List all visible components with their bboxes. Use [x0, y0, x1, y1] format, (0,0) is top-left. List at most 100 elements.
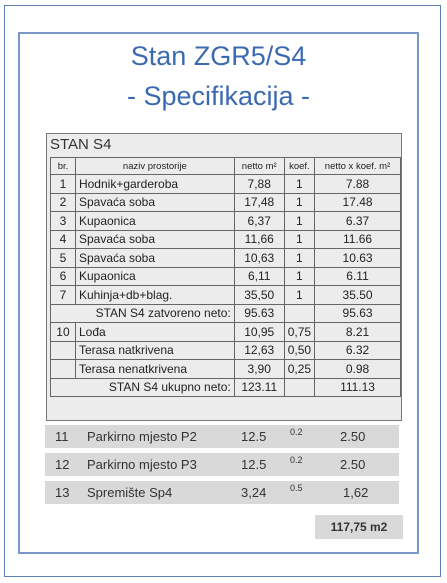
cell-koef: 1: [283, 285, 316, 305]
extra-netto: 12.5: [241, 429, 267, 444]
closed-total-result: 95.63: [314, 303, 401, 323]
closed-total-netto: 95.63: [233, 303, 285, 323]
cell-koef: 0,50: [283, 340, 316, 360]
grand-total-netto: 123.11: [233, 377, 285, 397]
cell-br: 4: [50, 229, 76, 249]
col-header-name: naziv prostorije: [74, 157, 235, 175]
cell-result: 10.63: [314, 248, 401, 268]
extra-br: 13: [55, 485, 70, 500]
cell-name: Kupaonica: [74, 211, 235, 231]
cell-result: 11.66: [314, 229, 401, 249]
page-subtitle: - Specifikacija -: [126, 81, 311, 111]
cell-br: 1: [50, 174, 76, 194]
cell-name: Hodnik+garderoba: [74, 174, 235, 194]
extra-result: 1,62: [343, 485, 369, 500]
cell-netto: 11,66: [233, 229, 285, 249]
cell-result: 35.50: [314, 285, 401, 305]
spec-table: br. naziv prostorije netto m² koef. nett…: [50, 157, 401, 397]
extra-row: 12 Parkirno mjesto P3 12.5 0.2 2.50: [45, 453, 399, 476]
cell-netto: 3,90: [233, 359, 285, 379]
cell-koef: 1: [283, 248, 316, 268]
cell-result: 0.98: [314, 359, 401, 379]
cell-name: Kuhinja+db+blag.: [74, 285, 235, 305]
cell-br: 5: [50, 248, 76, 268]
cell-netto: 17,48: [233, 192, 285, 212]
cell-result: 6.11: [314, 266, 401, 286]
cell-br: 3: [50, 211, 76, 231]
spec-header: STAN S4: [50, 136, 112, 153]
table-row: 7 Kuhinja+db+blag. 35,50 1 35.50: [50, 285, 401, 305]
table-row: 6 Kupaonica 6,11 1 6.11: [50, 266, 401, 286]
table-row: 1 Hodnik+garderoba 7,88 1 7.88: [50, 174, 401, 194]
extra-koef: 0.2: [290, 427, 303, 437]
cell-br: 6: [50, 266, 76, 286]
extra-netto: 12.5: [241, 457, 267, 472]
cell-koef: 1: [283, 174, 316, 194]
table-row: Terasa nenatkrivena 3,90 0,25 0.98: [50, 359, 401, 379]
table-row: 3 Kupaonica 6,37 1 6.37: [50, 211, 401, 231]
extra-br: 12: [55, 457, 70, 472]
cell-br: [50, 340, 76, 360]
cell-koef: 1: [283, 266, 316, 286]
cell-name: Terasa natkrivena: [74, 340, 235, 360]
extra-name: Parkirno mjesto P3: [87, 457, 197, 472]
table-row: Terasa natkrivena 12,63 0,50 6.32: [50, 340, 401, 360]
cell-netto: 6,11: [233, 266, 285, 286]
empty-cell: [283, 303, 316, 323]
col-header-br: br.: [50, 157, 76, 175]
extra-koef: 0.2: [290, 455, 303, 465]
page-title: Stan ZGR5/S4: [130, 41, 307, 71]
cell-koef: 0,25: [283, 359, 316, 379]
cell-result: 17.48: [314, 192, 401, 212]
table-row: 5 Spavaća soba 10,63 1 10.63: [50, 248, 401, 268]
extra-name: Spremište Sp4: [87, 485, 173, 500]
cell-result: 8.21: [314, 322, 401, 342]
extra-result: 2.50: [340, 429, 366, 444]
extra-result: 2.50: [340, 457, 366, 472]
cell-name: Spavaća soba: [74, 192, 235, 212]
cell-name: Terasa nenatkrivena: [74, 359, 235, 379]
cell-br: 7: [50, 285, 76, 305]
cell-br: 10: [50, 322, 76, 342]
cell-name: Spavaća soba: [74, 229, 235, 249]
cell-netto: 6,37: [233, 211, 285, 231]
table-row: 4 Spavaća soba 11,66 1 11.66: [50, 229, 401, 249]
cell-netto: 10,95: [233, 322, 285, 342]
outer-frame: [4, 5, 441, 577]
table-row: 2 Spavaća soba 17,48 1 17.48: [50, 192, 401, 212]
table-header-row: br. naziv prostorije netto m² koef. nett…: [50, 157, 401, 175]
table-row: 10 Lođa 10,95 0,75 8.21: [50, 322, 401, 342]
cell-netto: 12,63: [233, 340, 285, 360]
cell-name: Spavaća soba: [74, 248, 235, 268]
cell-result: 6.37: [314, 211, 401, 231]
empty-cell: [283, 377, 316, 397]
extra-koef: 0.5: [290, 483, 303, 493]
cell-netto: 35,50: [233, 285, 285, 305]
grand-total-result: 111.13: [314, 377, 401, 397]
cell-result: 6.32: [314, 340, 401, 360]
cell-koef: 0,75: [283, 322, 316, 342]
cell-koef: 1: [283, 229, 316, 249]
final-total: 117,75 m2: [315, 515, 403, 539]
spec-table-panel: STAN S4 br. naziv prostorije netto m² ko…: [46, 133, 402, 421]
cell-name: Kupaonica: [74, 266, 235, 286]
col-header-result: netto x koef. m²: [314, 157, 401, 175]
grand-total-label: STAN S4 ukupno neto:: [50, 377, 235, 397]
extra-row: 11 Parkirno mjesto P2 12.5 0.2 2.50: [45, 425, 399, 448]
col-header-netto: netto m²: [233, 157, 285, 175]
col-header-koef: koef.: [283, 157, 316, 175]
cell-br: [50, 359, 76, 379]
cell-netto: 10,63: [233, 248, 285, 268]
closed-total-label: STAN S4 zatvoreno neto:: [50, 303, 235, 323]
cell-br: 2: [50, 192, 76, 212]
cell-name: Lođa: [74, 322, 235, 342]
extra-row: 13 Spremište Sp4 3,24 0.5 1,62: [45, 481, 399, 504]
cell-koef: 1: [283, 192, 316, 212]
cell-netto: 7,88: [233, 174, 285, 194]
extra-name: Parkirno mjesto P2: [87, 429, 197, 444]
cell-result: 7.88: [314, 174, 401, 194]
extra-netto: 3,24: [241, 485, 267, 500]
subtotal-row: STAN S4 zatvoreno neto: 95.63 95.63: [50, 303, 401, 323]
cell-koef: 1: [283, 211, 316, 231]
extra-br: 11: [55, 429, 69, 444]
